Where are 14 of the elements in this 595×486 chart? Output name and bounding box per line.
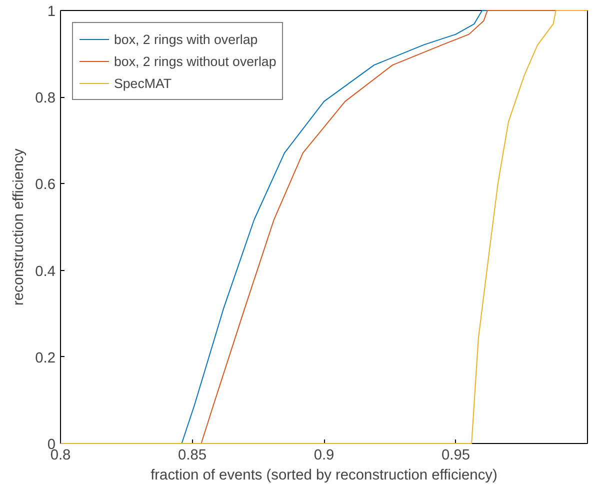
- y-axis-title: reconstruction efficiency: [11, 148, 28, 306]
- y-tick-label: 0.2: [35, 350, 56, 366]
- x-axis-title: fraction of events (sorted by reconstruction efficiency): [150, 468, 498, 484]
- legend-label: box, 2 rings without overlap: [114, 54, 276, 68]
- y-tick-label: 0.6: [35, 177, 56, 194]
- x-tick-label: 0.95: [441, 448, 470, 464]
- y-tick-label: 0.4: [35, 264, 56, 280]
- x-tick-label: 0.85: [178, 448, 207, 464]
- y-tick-label: 0.8: [35, 90, 56, 107]
- legend-label: SpecMAT: [114, 76, 172, 90]
- x-tick-label: 0.9: [314, 448, 334, 464]
- y-tick-label: 1: [47, 4, 56, 20]
- line-series: [60, 10, 588, 444]
- legend-label: box, 2 rings with overlap: [114, 32, 258, 46]
